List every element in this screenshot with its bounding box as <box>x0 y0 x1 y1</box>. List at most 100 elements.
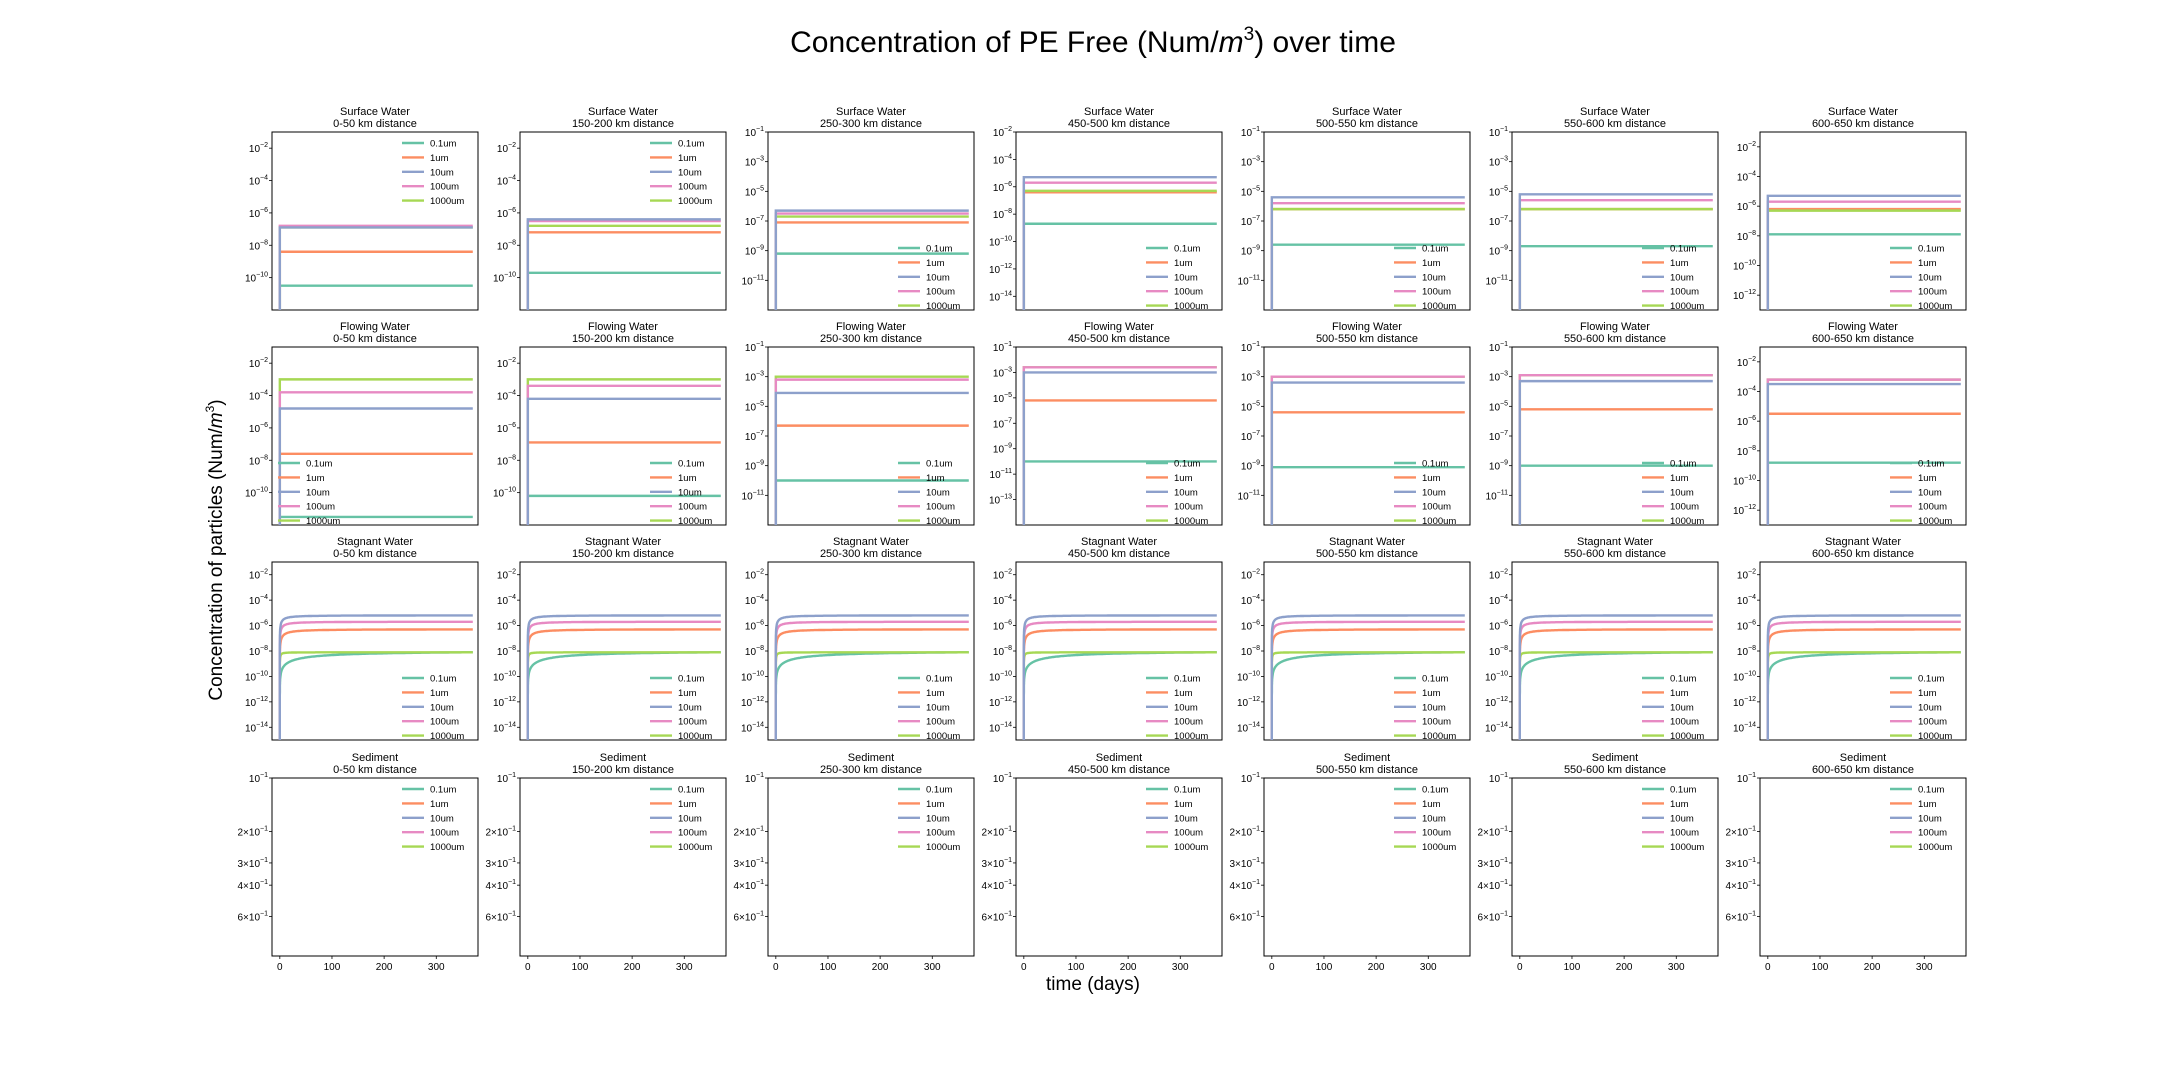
legend-label-0-1um: 0.1um <box>678 139 704 150</box>
y-tick-label: 10−6 <box>249 620 268 633</box>
y-tick-label: 10−12 <box>1237 696 1260 709</box>
series-curve-10um <box>1518 614 1713 740</box>
y-tick-label: 10−11 <box>990 468 1013 481</box>
legend: 0.1um 1um 10um 100um 1000um <box>898 674 960 742</box>
x-tick-label: 300 <box>428 962 445 973</box>
legend-label-0-1um: 0.1um <box>1422 674 1448 685</box>
x-tick-label: 0 <box>1269 962 1275 973</box>
y-tick-label: 10−12 <box>989 263 1012 276</box>
legend-label-1um: 1um <box>430 688 449 699</box>
y-tick-label: 10−7 <box>993 417 1012 430</box>
legend-label-1000um: 1000um <box>1174 842 1208 853</box>
y-tick-label: 10−2 <box>497 357 516 370</box>
panel-title-distance: 250-300 km distance <box>820 548 922 560</box>
x-tick-label: 100 <box>572 962 589 973</box>
x-tick-label: 300 <box>1916 962 1933 973</box>
legend-label-100um: 100um <box>678 828 707 839</box>
x-tick-label: 200 <box>1368 962 1385 973</box>
legend-label-10um: 10um <box>430 702 454 713</box>
legend-label-1000um: 1000um <box>1174 301 1208 312</box>
panel-title-medium: Surface Water <box>340 106 410 118</box>
figure-y-axis-label: Concentration of particles (Num/m3) <box>203 399 227 700</box>
series-line-10um <box>1766 382 1961 525</box>
y-tick-label: 6×10−1 <box>733 911 764 924</box>
panel-title-distance: 250-300 km distance <box>820 764 922 776</box>
legend-label-10um: 10um <box>1918 487 1942 498</box>
y-tick-label: 10−10 <box>245 272 268 285</box>
y-tick-label: 10−12 <box>1733 696 1756 709</box>
legend-label-0-1um: 0.1um <box>1174 674 1200 685</box>
panel-title-medium: Stagnant Water <box>585 536 661 548</box>
y-tick-label: 10−5 <box>993 392 1012 405</box>
legend-label-0-1um: 0.1um <box>926 674 952 685</box>
panel-title-medium: Flowing Water <box>588 321 658 333</box>
y-tick-label: 10−14 <box>1485 721 1508 734</box>
legend-label-1000um: 1000um <box>1422 842 1456 853</box>
y-tick-label: 6×10−1 <box>237 911 268 924</box>
legend-label-10um: 10um <box>306 487 330 498</box>
legend-label-0-1um: 0.1um <box>1422 244 1448 255</box>
y-tick-label: 10−1 <box>993 772 1012 785</box>
y-tick-label: 10−8 <box>745 645 764 658</box>
legend-label-1um: 1um <box>1918 799 1937 810</box>
legend: 0.1um 1um 10um 100um 1000um <box>1890 674 1952 742</box>
y-tick-label: 10−14 <box>493 721 516 734</box>
y-tick-label: 10−6 <box>497 620 516 633</box>
x-tick-label: 200 <box>1616 962 1633 973</box>
panel-title-medium: Flowing Water <box>340 321 410 333</box>
legend: 0.1um 1um 10um 100um 1000um <box>1890 244 1952 312</box>
legend-label-1um: 1um <box>430 799 449 810</box>
series-curve-1000um <box>1766 651 1961 740</box>
legend-label-1000um: 1000um <box>1670 731 1704 742</box>
y-tick-label: 10−6 <box>745 620 764 633</box>
y-tick-label: 10−10 <box>245 487 268 500</box>
y-tick-label: 10−4 <box>497 175 516 188</box>
y-tick-label: 10−8 <box>249 645 268 658</box>
y-tick-label: 10−14 <box>1733 721 1756 734</box>
series-curve-1um <box>1270 628 1465 740</box>
legend-label-10um: 10um <box>1422 702 1446 713</box>
y-tick-label: 10−10 <box>493 487 516 500</box>
panel-title-medium: Stagnant Water <box>1825 536 1901 548</box>
legend-label-0-1um: 0.1um <box>1918 244 1944 255</box>
legend-label-1um: 1um <box>306 473 325 484</box>
legend-label-1um: 1um <box>1174 473 1193 484</box>
series-line-10um <box>1022 175 1217 310</box>
y-tick-label: 10−11 <box>1238 489 1261 502</box>
panel-frame <box>1015 346 1223 526</box>
legend-label-1000um: 1000um <box>926 842 960 853</box>
y-tick-label: 10−8 <box>1737 645 1756 658</box>
legend-label-100um: 100um <box>1174 287 1203 298</box>
legend-label-0-1um: 0.1um <box>1918 459 1944 470</box>
series-curve-1um <box>1022 628 1217 740</box>
y-tick-label: 6×10−1 <box>485 911 516 924</box>
series-curve-10um <box>774 614 969 740</box>
y-tick-label: 10−7 <box>1241 215 1260 228</box>
y-tick-label: 3×10−1 <box>237 857 268 870</box>
legend: 0.1um 1um 10um 100um 1000um <box>1394 459 1456 527</box>
y-tick-label: 10−4 <box>497 390 516 403</box>
y-tick-label: 3×10−1 <box>1725 857 1756 870</box>
legend-label-10um: 10um <box>926 813 950 824</box>
y-tick-label: 10−6 <box>1489 620 1508 633</box>
y-tick-label: 10−4 <box>249 390 268 403</box>
y-tick-label: 10−1 <box>1241 341 1260 354</box>
y-tick-label: 10−10 <box>741 670 764 683</box>
y-tick-label: 10−3 <box>1241 156 1260 169</box>
legend-label-0-1um: 0.1um <box>1670 244 1696 255</box>
legend-label-100um: 100um <box>926 717 955 728</box>
legend-label-100um: 100um <box>1918 287 1947 298</box>
y-tick-label: 10−6 <box>1737 415 1756 428</box>
y-tick-label: 4×10−1 <box>237 879 268 892</box>
legend-label-1000um: 1000um <box>1670 516 1704 527</box>
